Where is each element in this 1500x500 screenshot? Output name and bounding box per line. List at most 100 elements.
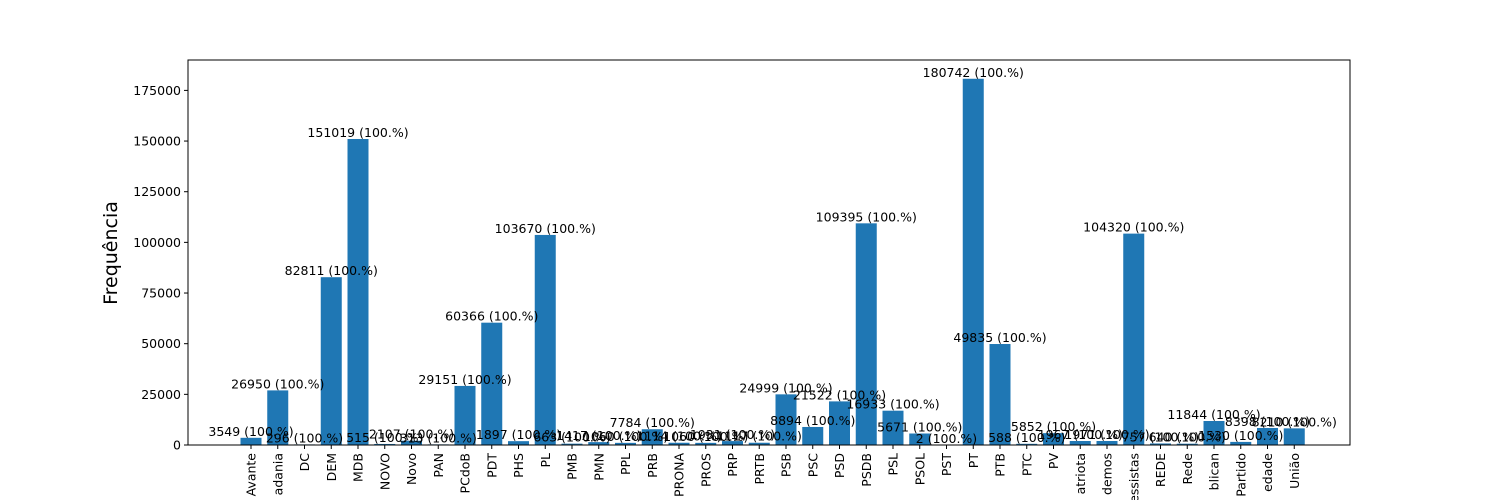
data-label: 1114 (100.%) [636,429,721,444]
x-axis: Avante adania DC DEM MDB NOVO Novo PAN PCdoB PDT P… [244,445,1302,500]
data-label: 515 (100.%) [346,430,423,445]
x-tick-label: Novo [404,453,419,485]
x-tick-label: PTC [1019,453,1034,476]
data-label: 5852 (100.%) [1011,419,1096,434]
x-tick-label: adania [270,453,285,495]
bar-psdb [855,223,877,445]
bar-pt [962,78,984,445]
x-tick-label: PRB [645,453,660,478]
x-tick-label: PAN [431,453,446,478]
data-label: 7784 (100.%) [610,415,695,430]
bar-ptc [1016,443,1038,445]
bar-pv [1043,433,1064,445]
x-tick-label: blican [1207,453,1222,490]
bar-psol [909,433,931,445]
x-tick-label: essistas [1126,453,1141,500]
data-label: 103670 (100.%) [495,221,596,236]
bar-prp [722,441,743,445]
data-labels-layer: 3549 (100.%) 26950 (100.%) 296 (100.%) 8281… [208,65,1337,446]
x-tick-label: União [1287,453,1302,489]
data-label: 60366 (100.%) [445,309,538,324]
x-tick-label: PSD [832,453,847,478]
x-tick-label: PSOL [912,453,927,485]
data-label: 640 (100.%) [1149,430,1226,445]
x-tick-label: PT [966,453,981,469]
bar-progressistas [1123,233,1145,445]
bar-rede [1176,443,1198,445]
bar-novo [401,440,422,445]
x-tick-label: PRTB [752,453,767,485]
data-label: 104320 (100.%) [1083,220,1184,235]
y-tick-label: 100000 [133,235,181,250]
plot-frame [187,59,1351,446]
bar-solidariedade [1257,427,1278,445]
x-tick-label: PHS [511,453,526,478]
data-label: 1897 (100.%) [476,427,561,442]
data-label: 16933 (100.%) [846,397,939,412]
x-tick-label: Avante [244,453,259,497]
data-label: 757 (100.%) [1122,429,1199,444]
data-label: 1417 (100.%) [556,428,641,443]
y-tick-label: 25000 [141,387,181,402]
y-axis-title: Frequência [100,201,122,305]
x-tick-label: PSC [805,453,820,477]
data-label: 8210 (100.%) [1252,414,1337,429]
x-tick-label: PV [1046,453,1061,470]
data-label: 313 (100.%) [400,430,477,445]
bar-prb [641,429,663,445]
x-tick-label: Partido [1233,453,1248,497]
bar-cidadania [267,390,289,445]
data-label: 109395 (100.%) [816,209,917,224]
bar-ptb [989,344,1011,445]
data-label: 1931 (100.%) [690,427,775,442]
x-tick-label: DC [297,453,312,472]
bar-prona [668,442,690,445]
x-tick-label: PRONA [672,453,687,497]
x-tick-label: DEM [324,453,339,481]
y-tick-label: 175000 [133,83,181,98]
data-label: 49835 (100.%) [953,330,1046,345]
bar-união [1283,428,1305,445]
bar-pmn [588,442,610,445]
x-tick-label: PSDB [859,453,874,487]
bar-podemos [1096,441,1118,445]
data-label: 2 (100.%) [916,431,977,446]
bar-pmb [561,443,583,445]
bar-prtb [748,442,770,445]
bar-patriota [1069,441,1091,445]
bar-republicanos [1203,421,1225,445]
bar-psb [775,394,797,445]
x-tick-label: PCdoB [458,453,473,493]
x-tick-label: PSB [779,453,794,477]
x-tick-label: Rede [1180,453,1195,485]
bar-pros [695,442,717,445]
data-label: 1967 (100.%) [1038,427,1123,442]
x-tick-label: MDB [351,453,366,482]
bar-pdt [481,322,503,445]
x-tick-label: PL [538,453,553,468]
data-label: 1060 (100.%) [583,429,668,444]
bar-ppl [615,442,636,445]
bar-psd [829,401,850,445]
bar-psl [882,410,904,445]
x-tick-label: PSL [886,453,901,475]
bar-pl [534,234,556,445]
data-label: 588 (100.%) [988,430,1065,445]
y-axis: 0 25000 50000 75000 100000 125000 150000 175000 [133,83,188,453]
bar-rede [1150,443,1171,445]
data-label: 1530 (100.%) [1198,428,1283,443]
y-tick-label: 0 [173,438,181,453]
x-tick-label: edade [1260,453,1275,492]
data-label: 11844 (100.%) [1167,407,1260,422]
data-label: 1971 (100.%) [1064,427,1149,442]
bar-dem [320,277,342,445]
data-label: 2107 (100.%) [369,427,454,442]
y-tick-label: 75000 [141,286,181,301]
y-tick-label: 125000 [133,184,181,199]
bars-layer [240,78,1305,446]
data-label: 1117 (100.%) [717,429,802,444]
x-tick-label: PDT [484,453,499,478]
data-label: 296 (100.%) [266,430,343,445]
data-label: 151019 (100.%) [307,125,408,140]
